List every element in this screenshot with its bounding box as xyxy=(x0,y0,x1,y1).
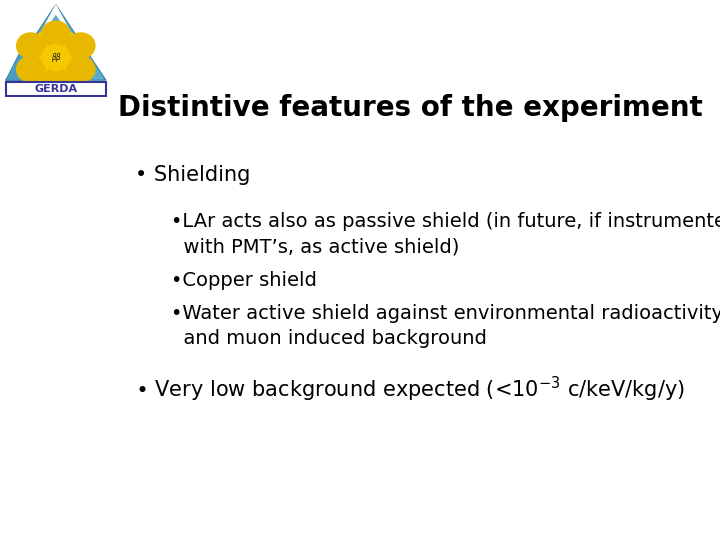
Polygon shape xyxy=(43,5,68,28)
Text: • Shielding: • Shielding xyxy=(135,165,250,185)
Text: with PMT’s, as active shield): with PMT’s, as active shield) xyxy=(171,238,459,256)
Circle shape xyxy=(17,33,45,58)
Circle shape xyxy=(24,29,87,86)
Text: •Copper shield: •Copper shield xyxy=(171,271,317,289)
Text: GERDA: GERDA xyxy=(35,84,77,94)
Circle shape xyxy=(42,69,70,94)
Polygon shape xyxy=(6,39,48,80)
Polygon shape xyxy=(6,5,106,80)
Circle shape xyxy=(42,45,70,70)
Circle shape xyxy=(42,21,70,46)
FancyBboxPatch shape xyxy=(6,82,106,96)
Text: Distintive features of the experiment: Distintive features of the experiment xyxy=(119,94,703,122)
Text: •Water active shield against environmental radioactivity: •Water active shield against environment… xyxy=(171,304,720,323)
Circle shape xyxy=(67,33,95,58)
Text: •LAr acts also as passive shield (in future, if instrumented: •LAr acts also as passive shield (in fut… xyxy=(171,212,720,232)
Circle shape xyxy=(67,57,95,82)
Circle shape xyxy=(17,57,45,82)
Text: and muon induced background: and muon induced background xyxy=(171,329,487,348)
Text: $\bullet$ Very low background expected (<10$^{-3}$ c/keV/kg/y): $\bullet$ Very low background expected (… xyxy=(135,375,685,404)
Text: ββ: ββ xyxy=(51,53,60,62)
Polygon shape xyxy=(22,39,31,48)
